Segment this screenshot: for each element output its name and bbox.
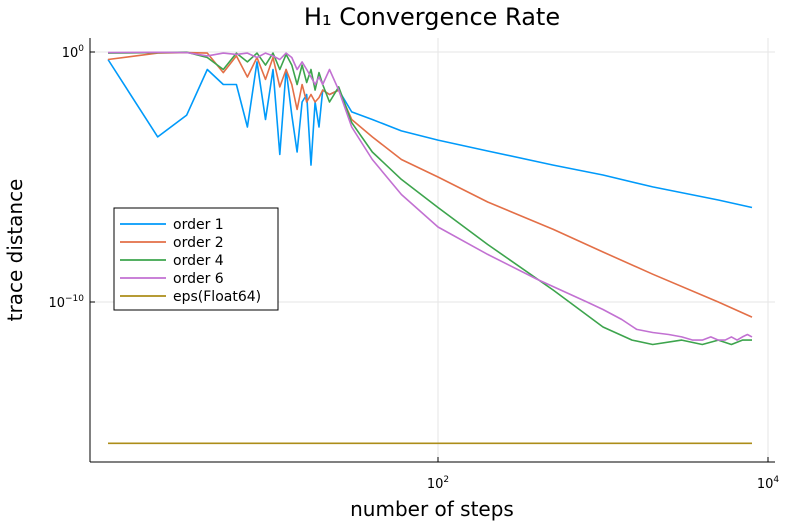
x-tick-label: 104 <box>757 475 780 492</box>
series-line-1 <box>107 59 753 209</box>
y-tick-label: 100 <box>62 44 85 61</box>
legend: order 1 order 2 order 4 order 6 eps(Float64) <box>113 207 279 311</box>
y-axis-label: trace distance <box>3 179 27 322</box>
series-line-4 <box>107 51 753 341</box>
series-lines <box>107 51 753 445</box>
legend-label: order 1 <box>173 217 224 233</box>
series-line-2 <box>107 51 753 318</box>
y-tick-label: 10−10 <box>48 294 84 311</box>
ticks: 102 104 100 10−10 <box>48 44 779 492</box>
legend-box <box>113 207 279 311</box>
chart-title: H₁ Convergence Rate <box>304 3 560 31</box>
legend-label: order 2 <box>173 235 224 251</box>
x-axis-label: number of steps <box>350 497 514 521</box>
legend-label: order 6 <box>173 271 224 287</box>
x-tick-label: 102 <box>427 475 449 492</box>
legend-label: order 4 <box>173 253 224 269</box>
series-line-3 <box>107 51 752 346</box>
legend-label: eps(Float64) <box>173 289 261 305</box>
